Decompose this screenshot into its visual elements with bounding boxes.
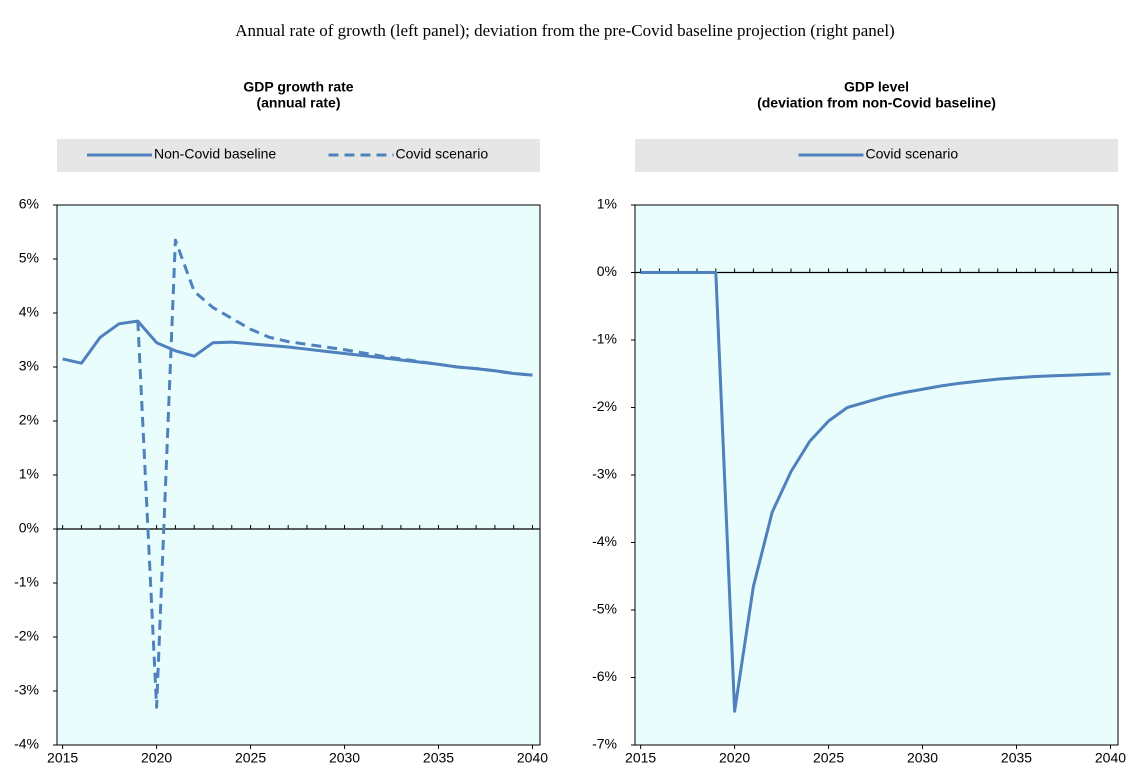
page-title: Annual rate of growth (left panel); devi…: [235, 21, 894, 40]
x-tick-label: 2030: [907, 750, 938, 766]
y-tick-label: 5%: [19, 250, 39, 266]
y-tick-label: -3%: [592, 466, 617, 482]
plot-area: [634, 204, 1119, 746]
y-tick-label: 2%: [19, 412, 39, 428]
y-tick-label: -3%: [14, 682, 39, 698]
x-tick-label: 2035: [1001, 750, 1032, 766]
legend-label: Covid scenario: [866, 146, 959, 162]
y-tick-label: -4%: [592, 533, 617, 549]
y-tick-label: -1%: [14, 574, 39, 590]
y-tick-label: 4%: [19, 304, 39, 320]
y-tick-label: -1%: [592, 331, 617, 347]
plot-area: [56, 204, 541, 746]
y-tick-label: 3%: [19, 358, 39, 374]
series-line: [136, 238, 533, 709]
y-tick-label: 1%: [19, 466, 39, 482]
x-tick-label: 2035: [423, 750, 454, 766]
y-tick-label: 0%: [19, 520, 39, 536]
x-tick-label: 2020: [141, 750, 172, 766]
y-tick-label: 1%: [597, 196, 617, 212]
y-tick-label: -2%: [14, 628, 39, 644]
x-tick-label: 2025: [235, 750, 266, 766]
panel-title: (deviation from non-Covid baseline): [757, 95, 996, 111]
panel-title: GDP level: [844, 79, 909, 95]
y-tick-label: 0%: [597, 263, 617, 279]
x-tick-label: 2015: [47, 750, 78, 766]
y-tick-label: -4%: [14, 736, 39, 752]
legend-label: Non-Covid baseline: [154, 146, 276, 162]
panel-title: (annual rate): [256, 95, 340, 111]
series-line: [640, 271, 1111, 713]
x-tick-label: 2015: [625, 750, 656, 766]
y-tick-label: -6%: [592, 668, 617, 684]
y-tick-label: 6%: [19, 196, 39, 212]
legend-label: Covid scenario: [396, 146, 489, 162]
x-tick-label: 2020: [719, 750, 750, 766]
y-tick-label: -7%: [592, 736, 617, 752]
x-tick-label: 2030: [329, 750, 360, 766]
panel-title: GDP growth rate: [243, 79, 353, 95]
x-tick-label: 2040: [1095, 750, 1126, 766]
legend-box: [635, 139, 1118, 172]
y-tick-label: -2%: [592, 398, 617, 414]
x-tick-label: 2040: [517, 750, 548, 766]
x-tick-label: 2025: [813, 750, 844, 766]
y-tick-label: -5%: [592, 601, 617, 617]
